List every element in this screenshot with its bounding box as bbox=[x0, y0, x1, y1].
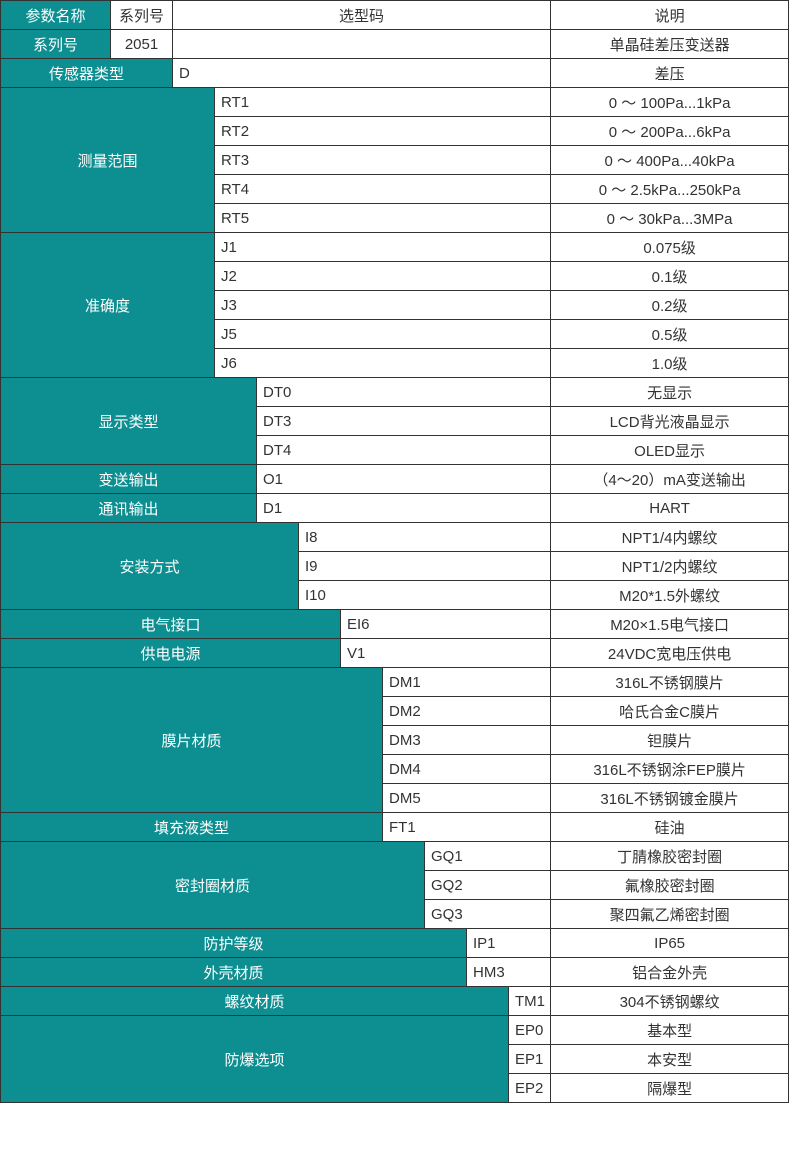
desc-cell: 0 ～ 100Pa...1kPa bbox=[551, 88, 789, 117]
code-cell: DM5 bbox=[383, 784, 551, 813]
group-label: 填充液类型 bbox=[1, 813, 383, 842]
header-param-name: 参数名称 bbox=[1, 1, 111, 30]
code-cell: D1 bbox=[257, 494, 551, 523]
code-cell: J6 bbox=[215, 349, 551, 378]
desc-cell: IP65 bbox=[551, 929, 789, 958]
code-cell: V1 bbox=[341, 639, 551, 668]
desc-cell: 1.0级 bbox=[551, 349, 789, 378]
header-desc-title: 说明 bbox=[551, 1, 789, 30]
code-cell: DT0 bbox=[257, 378, 551, 407]
desc-cell: 聚四氟乙烯密封圈 bbox=[551, 900, 789, 929]
group-label: 防爆选项 bbox=[1, 1016, 509, 1103]
code-cell: DM1 bbox=[383, 668, 551, 697]
group-label: 变送输出 bbox=[1, 465, 257, 494]
desc-cell: LCD背光液晶显示 bbox=[551, 407, 789, 436]
group-label: 传感器类型 bbox=[1, 59, 173, 88]
desc-cell: 硅油 bbox=[551, 813, 789, 842]
selection-code-table: 参数名称系列号选型码说明系列号2051单晶硅差压变送器传感器类型D差压测量范围R… bbox=[0, 0, 789, 1103]
group-label: 防护等级 bbox=[1, 929, 467, 958]
desc-cell: 0.1级 bbox=[551, 262, 789, 291]
group-label: 膜片材质 bbox=[1, 668, 383, 813]
code-cell: J3 bbox=[215, 291, 551, 320]
code-cell: EP0 bbox=[509, 1016, 551, 1045]
desc-cell: 24VDC宽电压供电 bbox=[551, 639, 789, 668]
code-cell: DM2 bbox=[383, 697, 551, 726]
desc-cell: 0 ～ 30kPa...3MPa bbox=[551, 204, 789, 233]
group-label: 供电电源 bbox=[1, 639, 341, 668]
group-label: 通讯输出 bbox=[1, 494, 257, 523]
code-cell: DT4 bbox=[257, 436, 551, 465]
group-label: 显示类型 bbox=[1, 378, 257, 465]
desc-cell: 无显示 bbox=[551, 378, 789, 407]
code-cell: RT2 bbox=[215, 117, 551, 146]
code-cell: GQ2 bbox=[425, 871, 551, 900]
desc-cell: 316L不锈钢镀金膜片 bbox=[551, 784, 789, 813]
desc-cell: 316L不锈钢膜片 bbox=[551, 668, 789, 697]
desc-cell: 基本型 bbox=[551, 1016, 789, 1045]
code-cell: I8 bbox=[299, 523, 551, 552]
series-label: 系列号 bbox=[1, 30, 111, 59]
group-label: 准确度 bbox=[1, 233, 215, 378]
code-cell: J2 bbox=[215, 262, 551, 291]
code-cell: RT5 bbox=[215, 204, 551, 233]
desc-cell: HART bbox=[551, 494, 789, 523]
group-label: 测量范围 bbox=[1, 88, 215, 233]
code-cell: I9 bbox=[299, 552, 551, 581]
code-cell: J1 bbox=[215, 233, 551, 262]
desc-cell: 哈氏合金C膜片 bbox=[551, 697, 789, 726]
code-cell: RT3 bbox=[215, 146, 551, 175]
desc-cell: 0.2级 bbox=[551, 291, 789, 320]
desc-cell: 0.5级 bbox=[551, 320, 789, 349]
code-cell: DT3 bbox=[257, 407, 551, 436]
series-value: 2051 bbox=[111, 30, 173, 59]
desc-cell: 0 ～ 400Pa...40kPa bbox=[551, 146, 789, 175]
code-cell: DM3 bbox=[383, 726, 551, 755]
desc-cell: 304不锈钢螺纹 bbox=[551, 987, 789, 1016]
code-cell: EP1 bbox=[509, 1045, 551, 1074]
desc-cell: 隔爆型 bbox=[551, 1074, 789, 1103]
desc-cell: 0 ～ 2.5kPa...250kPa bbox=[551, 175, 789, 204]
code-cell: EI6 bbox=[341, 610, 551, 639]
desc-cell: 氟橡胶密封圈 bbox=[551, 871, 789, 900]
code-cell: D bbox=[173, 59, 551, 88]
code-cell: I10 bbox=[299, 581, 551, 610]
header-series-num: 系列号 bbox=[111, 1, 173, 30]
code-cell: RT1 bbox=[215, 88, 551, 117]
code-cell: FT1 bbox=[383, 813, 551, 842]
desc-cell: M20*1.5外螺纹 bbox=[551, 581, 789, 610]
desc-cell: （4～20）mA变送输出 bbox=[551, 465, 789, 494]
code-cell: O1 bbox=[257, 465, 551, 494]
code-cell: DM4 bbox=[383, 755, 551, 784]
code-cell: EP2 bbox=[509, 1074, 551, 1103]
code-cell: J5 bbox=[215, 320, 551, 349]
group-label: 电气接口 bbox=[1, 610, 341, 639]
code-cell: RT4 bbox=[215, 175, 551, 204]
desc-cell: 316L不锈钢涂FEP膜片 bbox=[551, 755, 789, 784]
series-desc: 单晶硅差压变送器 bbox=[551, 30, 789, 59]
group-label: 外壳材质 bbox=[1, 958, 467, 987]
desc-cell: 丁腈橡胶密封圈 bbox=[551, 842, 789, 871]
desc-cell: OLED显示 bbox=[551, 436, 789, 465]
code-cell: TM1 bbox=[509, 987, 551, 1016]
desc-cell: M20×1.5电气接口 bbox=[551, 610, 789, 639]
desc-cell: NPT1/2内螺纹 bbox=[551, 552, 789, 581]
desc-cell: 铝合金外壳 bbox=[551, 958, 789, 987]
desc-cell: 钽膜片 bbox=[551, 726, 789, 755]
header-code-title: 选型码 bbox=[173, 1, 551, 30]
desc-cell: 差压 bbox=[551, 59, 789, 88]
code-cell: IP1 bbox=[467, 929, 551, 958]
desc-cell: 本安型 bbox=[551, 1045, 789, 1074]
desc-cell: 0.075级 bbox=[551, 233, 789, 262]
code-cell: HM3 bbox=[467, 958, 551, 987]
code-cell: GQ1 bbox=[425, 842, 551, 871]
desc-cell: NPT1/4内螺纹 bbox=[551, 523, 789, 552]
desc-cell: 0 ～ 200Pa...6kPa bbox=[551, 117, 789, 146]
code-cell: GQ3 bbox=[425, 900, 551, 929]
group-label: 安装方式 bbox=[1, 523, 299, 610]
group-label: 螺纹材质 bbox=[1, 987, 509, 1016]
group-label: 密封圈材质 bbox=[1, 842, 425, 929]
series-code-blank bbox=[173, 30, 551, 59]
